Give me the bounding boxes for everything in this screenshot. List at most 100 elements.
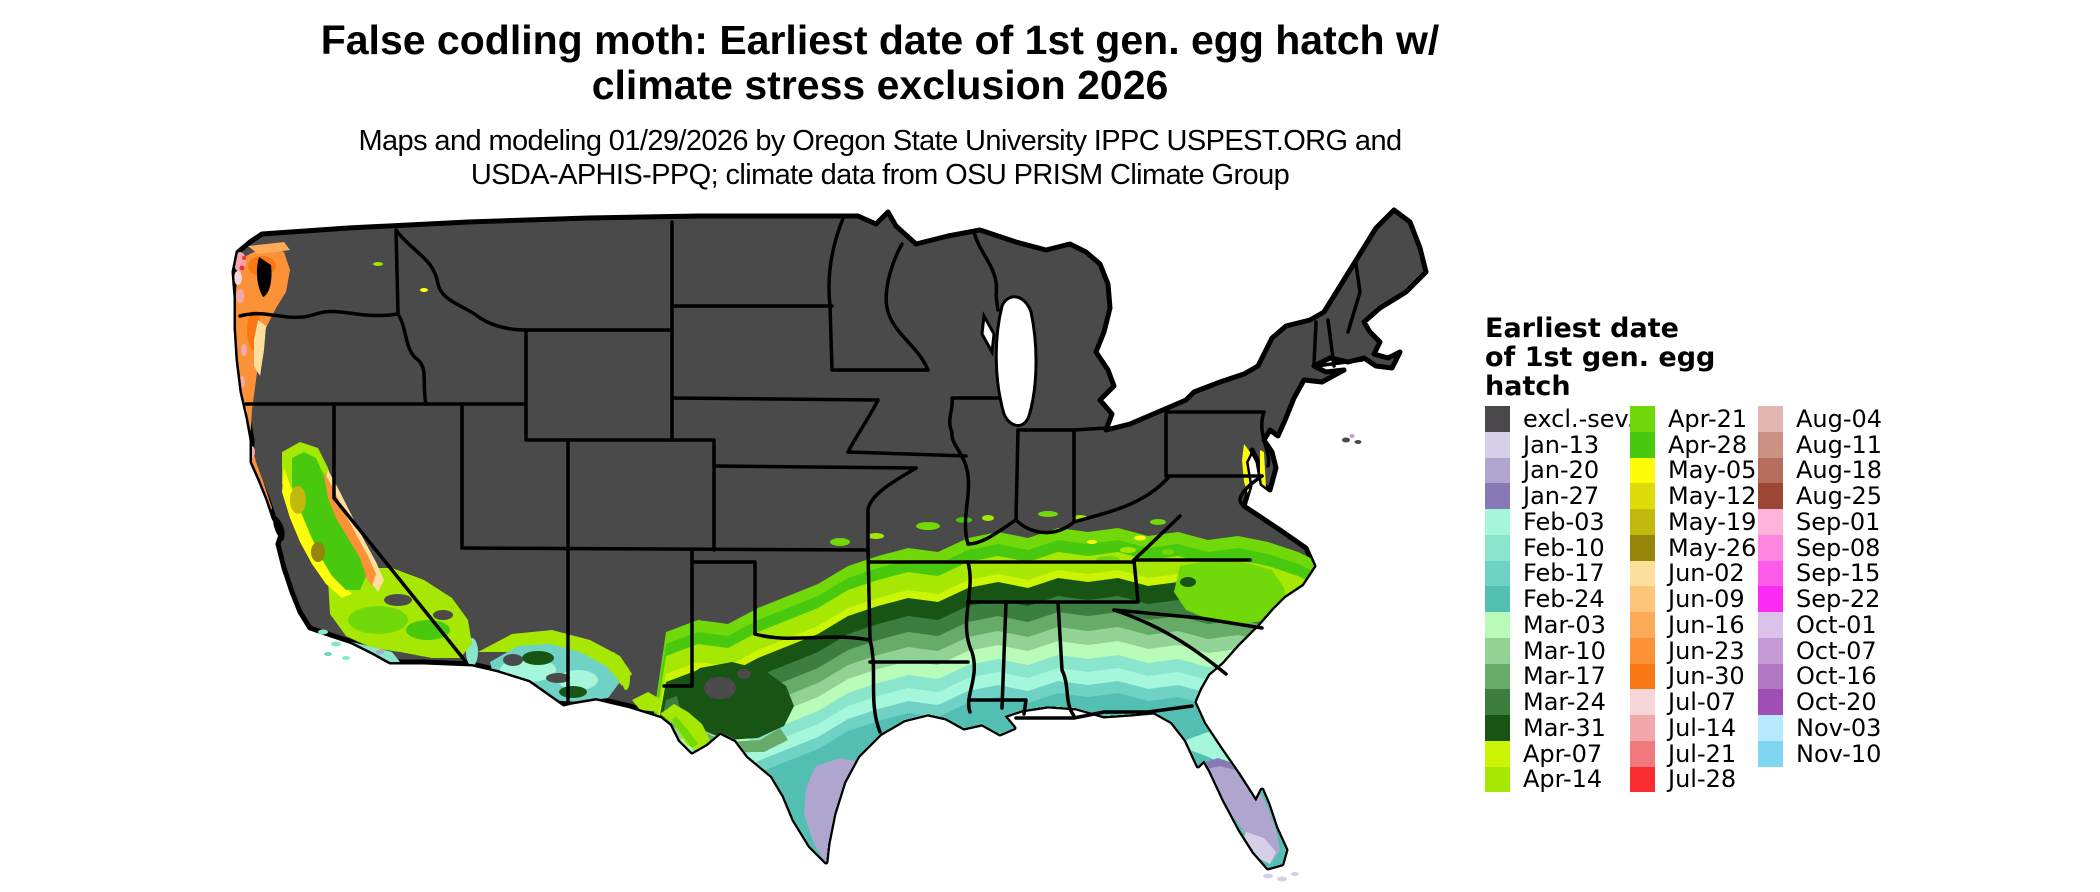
legend-entry-label: Aug-25 [1796,482,1883,511]
legend-swatch [1630,483,1655,509]
border-ok-ar [866,548,872,642]
border-ma-north [1314,358,1364,368]
legend-swatch [1758,715,1783,741]
border-sd-ne [670,396,880,402]
legend-entry: Feb-17 [1485,559,1630,588]
bigbend-apr21-streak [672,716,698,748]
legend-entry-label: Jul-07 [1668,688,1737,717]
speck-yellow [420,288,428,292]
legend-swatch [1630,766,1655,793]
legend-swatch [1758,483,1783,509]
border-ia-mo [846,450,968,458]
legend-entry-label: Feb-24 [1523,585,1605,614]
legend-entry-label: Nov-10 [1796,739,1882,768]
legend-entry: May-26 [1630,534,1758,562]
legend-entry-label: Jan-20 [1523,456,1600,485]
legend-swatch [1630,689,1655,715]
legend-swatch [1630,637,1655,664]
border-ia-ne [846,398,880,454]
channel-island-dot [342,656,350,660]
legend-entry-label: Jun-09 [1668,585,1745,614]
speck [1038,511,1058,517]
border-wa-or [238,309,400,320]
legend-entry: Jun-30 [1630,662,1758,690]
border-ms-al [1000,600,1008,710]
socal-gray-hole [384,594,412,606]
legend-entry: May-19 [1630,508,1758,536]
border-mn-west [827,214,846,372]
legend-swatch [1758,560,1783,587]
legend-entry: Mar-24 [1485,688,1630,717]
legend-entry: Sep-22 [1758,585,1918,613]
border-delaware-river [1260,410,1271,468]
legend-entry-label: Jul-21 [1668,739,1737,768]
border-ga-sc [1112,608,1228,676]
legend-column: excl.-sev. Jan-13 Jan-20 Jan-27 Feb-03 Feb-10… [1485,405,1635,793]
legend-entry: Aug-04 [1758,405,1918,433]
san-francisco-bay [273,517,285,541]
legend-title-line-3: hatch [1485,371,1571,402]
border-or-id [396,312,428,406]
legend-entry: Sep-01 [1758,508,1918,536]
legend-entry: May-05 [1630,456,1758,484]
delaware-may12-dot [1262,491,1270,501]
gray-hole-2 [737,669,751,679]
legend-entry: Jan-13 [1485,431,1630,459]
legend-entry: Mar-10 [1485,636,1630,665]
legend-swatch [1630,560,1655,587]
legend-entry: Jan-27 [1485,482,1630,510]
speck [830,538,850,546]
davis-mtns-gray-hole [704,677,736,699]
legend-swatch [1630,586,1655,612]
legend-swatch [1485,509,1510,535]
legend-entry-label: Jul-28 [1668,765,1737,794]
legend-entry: Apr-07 [1485,739,1630,768]
legend-swatch [1485,663,1510,690]
legend-entry: Oct-20 [1758,688,1918,717]
legend-entry: Apr-21 [1630,405,1758,433]
legend-swatch [1485,715,1510,741]
legend-entry-label: Jul-14 [1668,713,1737,742]
border-mn-wi [884,242,930,372]
legend-swatch [1485,431,1510,458]
legend-entry-label: Feb-17 [1523,559,1605,588]
border-mi-in-oh [1016,426,1108,432]
legend-title-line-2: of 1st gen. egg [1485,342,1716,373]
legend-swatch [1485,560,1510,587]
coast-jul14-speck [241,344,247,356]
border-nc-sc [1112,608,1264,630]
legend-swatch [1758,637,1783,664]
legend-swatch [1630,431,1655,458]
legend-entry-label: Mar-10 [1523,636,1606,665]
border-id-mt [394,228,528,332]
az-gray-hole [503,654,523,666]
legend-columns: excl.-sev. Jan-13 Jan-20 Jan-27 Feb-03 Feb-10… [1485,405,1918,794]
legend-entry: Sep-15 [1758,559,1918,587]
legend-swatch [1758,740,1783,767]
legend-entry: Nov-03 [1758,714,1918,742]
legend-title-line-1: Earliest date [1485,313,1679,344]
legend-entry-label: Mar-24 [1523,688,1606,717]
speck [373,262,383,266]
legend-entry: Aug-25 [1758,482,1918,511]
az-apr14-fringe [478,630,632,686]
legend-entry: Feb-10 [1485,534,1630,562]
legend-swatch [1758,612,1783,638]
speck [916,522,940,530]
border-mo-ks [866,466,918,552]
legend-entry: Aug-18 [1758,456,1918,484]
legend-entry: Feb-03 [1485,508,1630,536]
legend-entry-label: Jun-16 [1668,610,1745,639]
legend-entry-label: Oct-20 [1796,688,1877,717]
legend-entry-label: Apr-07 [1523,739,1603,768]
speck [982,515,994,521]
legend-entry: Jul-07 [1630,688,1758,717]
channel-island-dot [331,641,341,647]
nm-tx-apr14-strip [632,692,662,712]
florida-keys-dot [1263,873,1273,879]
island-purple-dot [1349,434,1355,438]
az-mar31-blob [559,686,587,698]
border-ky-va [1132,514,1182,562]
willamette-jun02 [254,320,266,376]
